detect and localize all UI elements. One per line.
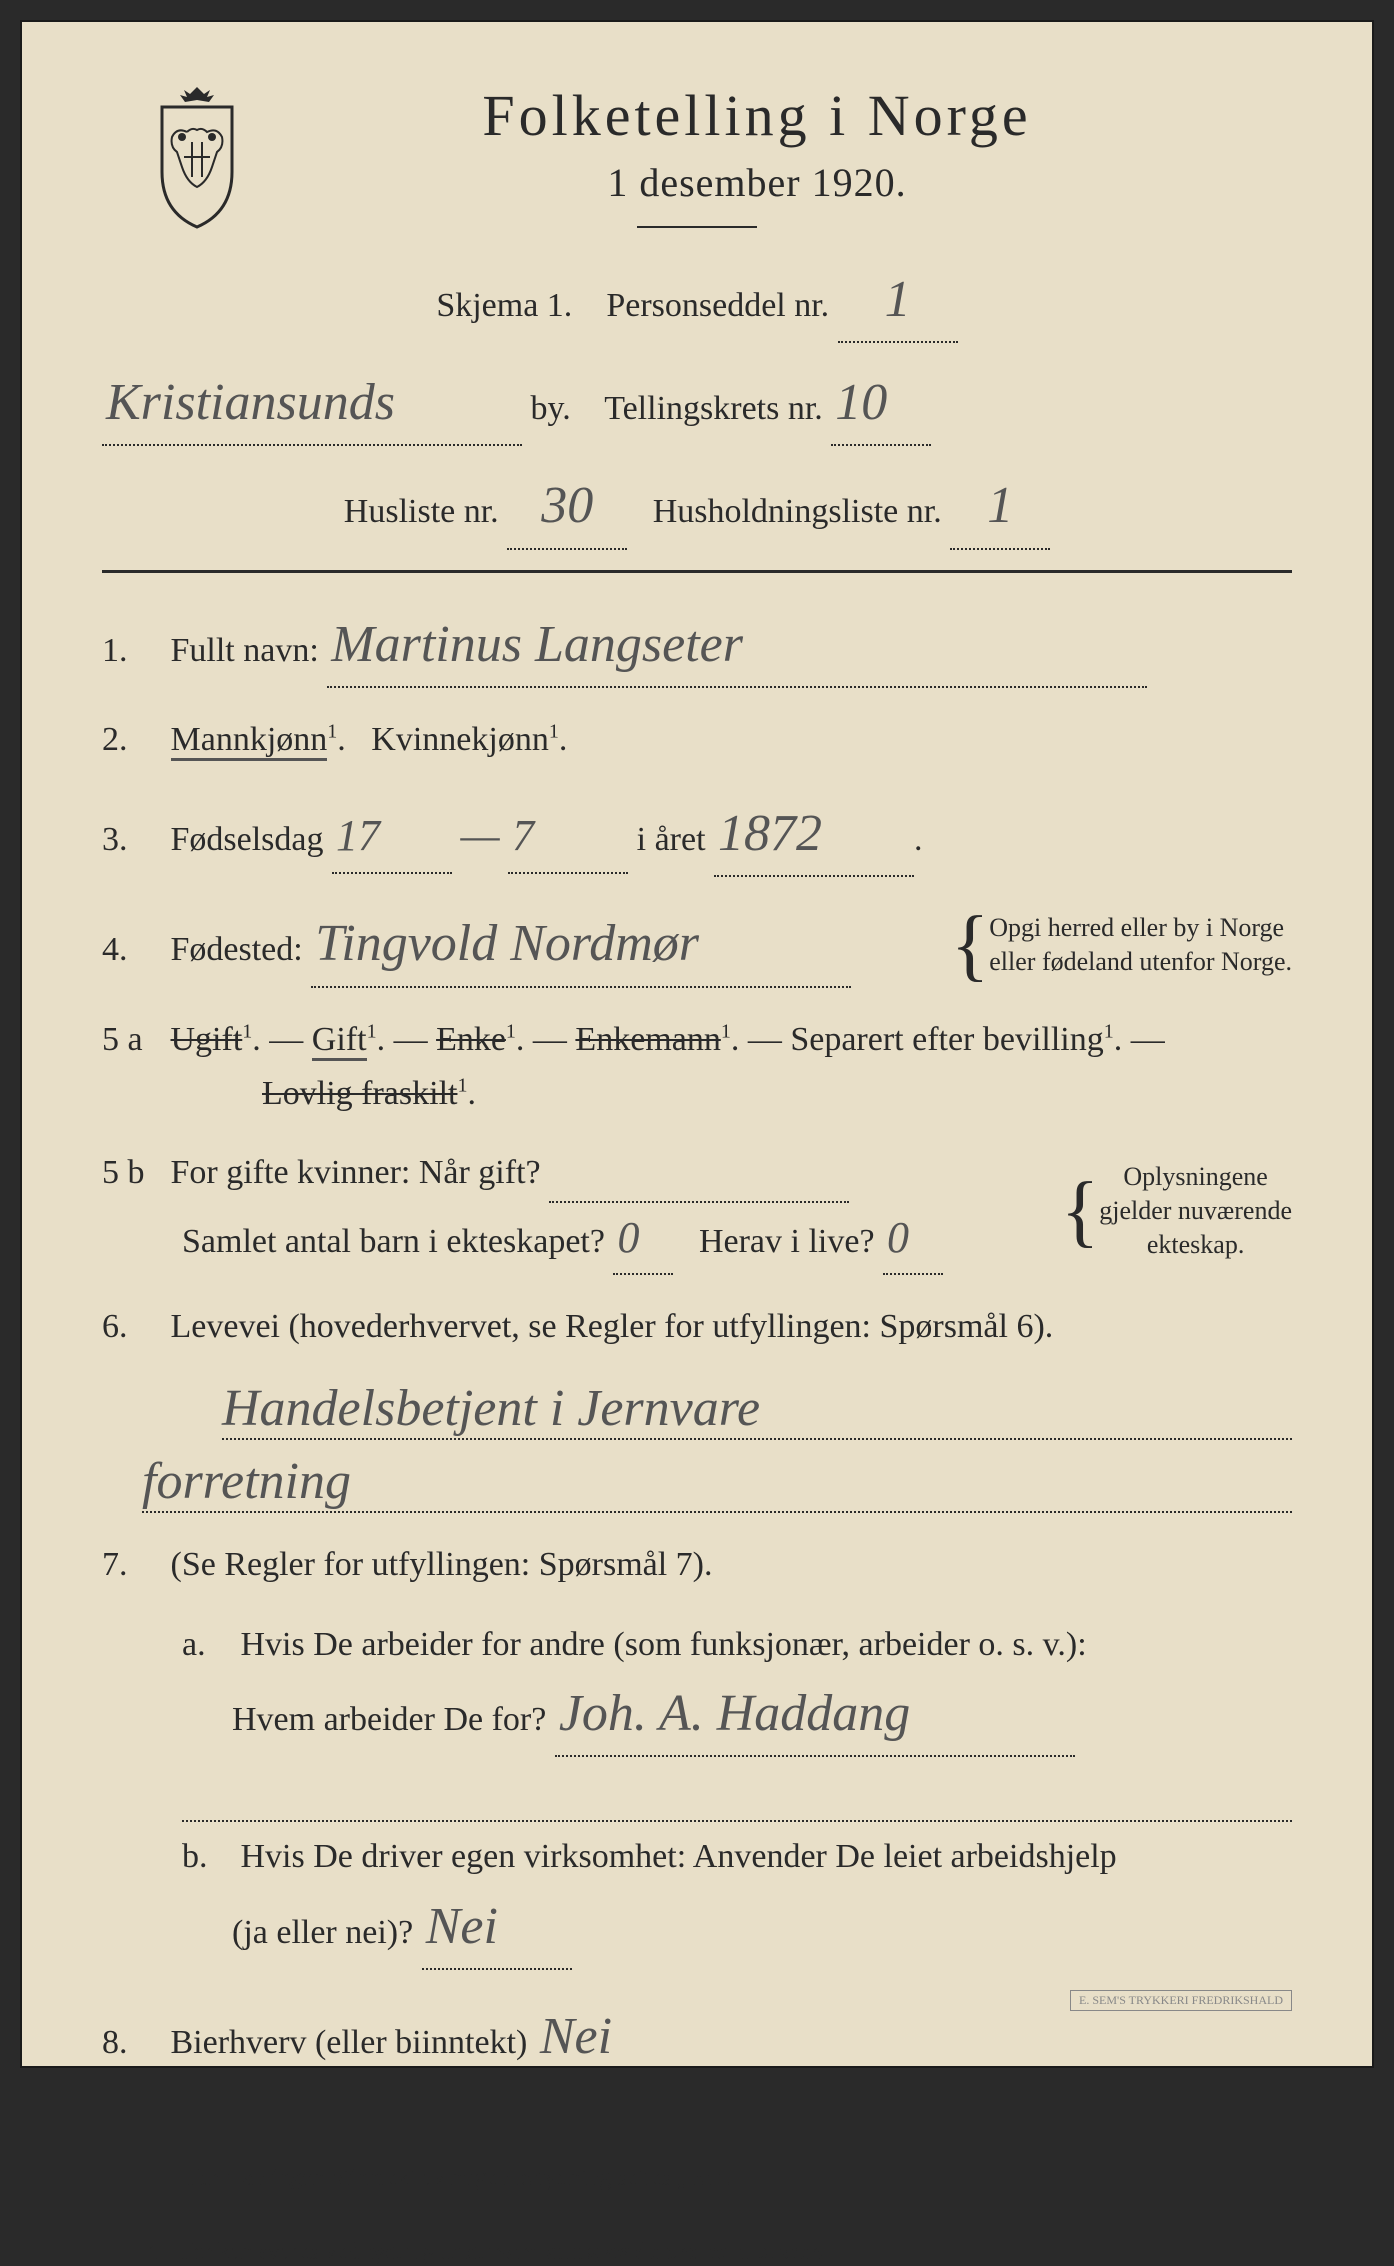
q7a-val: Joh. A. Haddang — [559, 1672, 910, 1755]
question-5b: 5 b For gifte kvinner: Når gift? Samlet … — [102, 1146, 1292, 1275]
personseddel-nr: 1 — [885, 258, 911, 341]
coat-of-arms-icon — [142, 82, 252, 232]
brace-icon: { — [1061, 1191, 1099, 1231]
census-form-page: Folketelling i Norge 1 desember 1920. Sk… — [20, 20, 1374, 2068]
q3-num: 3. — [102, 813, 162, 867]
by-label: by. — [531, 390, 571, 427]
divider — [102, 570, 1292, 573]
skjema-label: Skjema 1. — [436, 287, 572, 324]
q5b-note-l3: ekteskap. — [1147, 1230, 1244, 1259]
footnote-2: 1 Her kan svares ved tydelig understrekn… — [102, 2239, 1292, 2266]
form-subtitle: 1 desember 1920. — [102, 159, 1292, 206]
q6-num: 6. — [102, 1300, 162, 1354]
q7b-val: Nei — [426, 1885, 498, 1968]
q5a-gift: Gift — [312, 1021, 367, 1061]
q3-label: Fødselsdag — [171, 821, 324, 858]
q5a-num: 5 a — [102, 1013, 162, 1067]
q4-num: 4. — [102, 923, 162, 977]
meta-line-1: Skjema 1. Personseddel nr. 1 — [102, 258, 1292, 343]
q2-mann: Mannkjønn — [171, 721, 328, 761]
q1-num: 1. — [102, 624, 162, 678]
q6-value-l1: Handelsbetjent i Jernvare — [222, 1379, 760, 1438]
q2-num: 2. — [102, 713, 162, 767]
q7a-l1: Hvis De arbeider for andre (som funksjon… — [241, 1626, 1087, 1663]
tellingskrets-label: Tellingskrets nr. — [604, 390, 823, 427]
q5b-l2a-val: 0 — [617, 1203, 639, 1273]
q7-label: (Se Regler for utfyllingen: Spørsmål 7). — [171, 1546, 713, 1583]
q5a-enke: Enke — [436, 1021, 506, 1058]
q5b-note-l2: gjelder nuværende — [1099, 1196, 1292, 1225]
question-4: 4. Fødested: Tingvold Nordmør { Opgi her… — [102, 902, 1292, 987]
q5b-l1: For gifte kvinner: Når gift? — [171, 1154, 541, 1191]
q8-value: Nei — [540, 1995, 612, 2078]
q1-label: Fullt navn: — [171, 632, 319, 669]
q6-value-l2: forretning — [142, 1452, 351, 1511]
footnote-2-pre: Her kan svares ved — [176, 2239, 365, 2265]
husliste-nr: 30 — [541, 464, 593, 547]
question-2: 2. Mannkjønn1. Kvinnekjønn1. — [102, 713, 1292, 767]
form-header: Folketelling i Norge 1 desember 1920. — [102, 82, 1292, 228]
q7b-l2: (ja eller nei)? — [232, 1914, 413, 1951]
form-title: Folketelling i Norge — [102, 82, 1292, 149]
q7-num: 7. — [102, 1538, 162, 1592]
question-7: 7. (Se Regler for utfyllingen: Spørsmål … — [102, 1538, 1292, 1592]
brace-icon: { — [951, 925, 989, 965]
q5a-ugift: Ugift — [171, 1021, 243, 1058]
meta-line-3: Husliste nr. 30 Husholdningsliste nr. 1 — [102, 464, 1292, 549]
q5a-enkemann: Enkemann — [575, 1021, 720, 1058]
husholdningsliste-label: Husholdningsliste nr. — [653, 493, 942, 530]
q3-year-label: i året — [637, 821, 706, 858]
question-6: 6. Levevei (hovederhvervet, se Regler fo… — [102, 1300, 1292, 1354]
q7b-num: b. — [182, 1830, 232, 1884]
divider — [102, 2222, 1292, 2224]
q4-label: Fødested: — [171, 931, 303, 968]
q7b-l1: Hvis De driver egen virksomhet: Anvender… — [241, 1838, 1117, 1875]
q4-note-l2: eller fødeland utenfor Norge. — [989, 947, 1292, 976]
q1-value: Martinus Langseter — [331, 603, 743, 686]
dotted-line — [182, 1782, 1292, 1822]
q4-value: Tingvold Nordmør — [315, 902, 699, 985]
q5b-l2b: Herav i live? — [699, 1223, 875, 1260]
personseddel-label: Personseddel nr. — [606, 287, 829, 324]
question-3: 3. Fødselsdag 17 — 7 i året 1872. — [102, 792, 1292, 877]
q5b-num: 5 b — [102, 1146, 162, 1200]
q4-note-l1: Opgi herred eller by i Norge — [989, 913, 1284, 942]
question-5a: 5 a Ugift1. — Gift1. — Enke1. — Enkemann… — [102, 1013, 1292, 1122]
q4-note: Opgi herred eller by i Norge eller fødel… — [989, 911, 1292, 979]
q3-sep: — — [461, 801, 500, 871]
q6-label: Levevei (hovederhvervet, se Regler for u… — [171, 1308, 1054, 1345]
q5a-fraskilt: Lovlig fraskilt — [182, 1075, 457, 1112]
husliste-label: Husliste nr. — [344, 493, 499, 530]
footnote-1: Har man ingen biinntekt av nogen betydni… — [182, 2165, 1292, 2192]
question-7b: b. Hvis De driver egen virksomhet: Anven… — [102, 1830, 1292, 1970]
q3-month: 7 — [512, 801, 534, 871]
q7a-num: a. — [182, 1618, 232, 1672]
meta-line-2: Kristiansunds by. Tellingskrets nr. 10 — [102, 361, 1292, 446]
husholdningsliste-nr: 1 — [987, 464, 1013, 547]
footnote-2-bold: tydelig understrekning av de ord som pas… — [365, 2239, 823, 2265]
divider — [637, 226, 757, 228]
by-name: Kristiansunds — [106, 361, 395, 444]
q3-day: 17 — [336, 801, 380, 871]
q5b-l2a: Samlet antal barn i ekteskapet? — [182, 1223, 605, 1260]
printer-stamp: E. SEM'S TRYKKERI FREDRIKSHALD — [1070, 1990, 1292, 2011]
q5a-separert: Separert efter bevilling — [790, 1021, 1103, 1058]
tellingskrets-nr: 10 — [835, 361, 887, 444]
q2-kvinne: Kvinnekjønn — [371, 721, 549, 758]
q5b-l2b-val: 0 — [887, 1203, 909, 1273]
q8-num: 8. — [102, 2016, 162, 2070]
dotted-line — [142, 2105, 1292, 2145]
q5b-note-l1: Oplysningene — [1123, 1162, 1267, 1191]
q8-label: Bierhverv (eller biinntekt) — [171, 2024, 528, 2061]
q5b-note: Oplysningene gjelder nuværende ekteskap. — [1099, 1160, 1292, 1261]
question-7a: a. Hvis De arbeider for andre (som funks… — [102, 1618, 1292, 1758]
question-1: 1. Fullt navn: Martinus Langseter — [102, 603, 1292, 688]
q7a-l2: Hvem arbeider De for? — [232, 1701, 546, 1738]
q3-year: 1872 — [718, 792, 822, 875]
